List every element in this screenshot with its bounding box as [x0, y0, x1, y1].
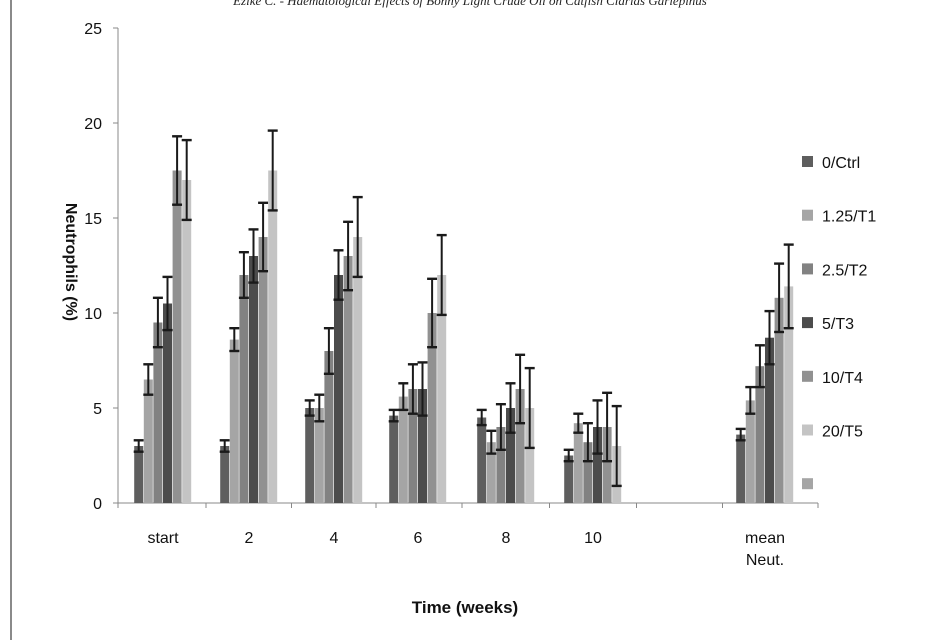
bar: [506, 408, 515, 503]
bar: [736, 434, 746, 503]
legend-swatch: [802, 209, 813, 221]
bar: [477, 417, 487, 503]
legend-swatch: [802, 370, 813, 382]
legend-swatch: [802, 156, 813, 167]
legend-label: 2.5/T2: [822, 262, 867, 279]
y-tick-label: 15: [84, 211, 102, 228]
bar: [525, 408, 535, 503]
bars: [133, 129, 794, 503]
bar: [134, 446, 144, 503]
bar: [153, 322, 163, 503]
bar: [784, 286, 794, 503]
bar: [496, 427, 506, 503]
bar: [143, 379, 153, 503]
x-tick-label: Neut.: [746, 552, 784, 569]
bar: [583, 442, 593, 503]
bar: [182, 180, 192, 503]
legend-swatch: [802, 263, 813, 275]
bar: [564, 455, 574, 503]
legend-label: 1.25/T1: [822, 209, 876, 226]
bar: [258, 237, 268, 503]
bar: [163, 303, 172, 503]
x-tick-label: 2: [245, 530, 254, 547]
bar: [774, 297, 784, 503]
legend-label: 0/Ctrl: [822, 155, 860, 172]
bar: [427, 313, 437, 503]
bar: [515, 389, 525, 503]
bar: [229, 339, 239, 503]
bar: [172, 170, 182, 503]
x-tick-label: 4: [330, 530, 339, 547]
x-tick-label: 8: [502, 530, 511, 547]
y-axis-label-text: Neutrophils (%): [62, 203, 79, 321]
bar: [343, 256, 353, 503]
legend-label: 20/T5: [822, 424, 863, 441]
bar: [398, 396, 408, 503]
y-tick-label: 25: [84, 21, 102, 38]
x-tick-label: 6: [414, 530, 423, 547]
y-axis-label: Neutrophils (%): [62, 203, 79, 321]
bar: [268, 170, 278, 503]
bar: [220, 446, 230, 503]
bar: [593, 427, 602, 503]
journal-header: Ezike C. - Haematological Effects of Bon…: [233, 0, 707, 8]
bar: [765, 337, 774, 503]
bar: [249, 256, 258, 503]
bar: [389, 415, 399, 503]
bar: [486, 442, 496, 503]
bar: [745, 400, 755, 503]
legend-swatch: [802, 478, 813, 490]
bar: [602, 427, 612, 503]
bar: [353, 237, 363, 503]
x-tick-label: start: [147, 530, 179, 547]
bar: [314, 408, 324, 503]
legend: 0/Ctrl 1.25/T1 2.5/T2 5/T3 10/T4 20/T5: [802, 155, 876, 490]
bar: [324, 351, 334, 503]
y-tick-label: 5: [93, 401, 102, 418]
bar: [408, 389, 418, 503]
x-tick-labels: start 2 4 6 8 10 mean Neut.: [147, 530, 785, 569]
y-tick-label: 10: [84, 306, 102, 323]
x-axis-label: Time (weeks): [412, 598, 518, 617]
legend-swatch: [802, 317, 813, 329]
page-margin-rule: [10, 0, 12, 640]
legend-label: 5/T3: [822, 316, 854, 333]
y-tick-label: 0: [93, 496, 102, 513]
bar: [573, 423, 583, 503]
bar: [437, 275, 447, 503]
y-axis: 0 5 10 15 20 25: [84, 21, 819, 513]
bar: [305, 408, 315, 503]
x-tick-label: mean: [745, 530, 785, 547]
legend-swatch: [802, 424, 813, 436]
legend-label: 10/T4: [822, 370, 863, 387]
bar: [755, 366, 765, 503]
y-tick-label: 20: [84, 116, 102, 133]
bar: [418, 389, 427, 503]
bar: [239, 275, 249, 503]
bar: [334, 275, 343, 503]
x-tick-label: 10: [584, 530, 602, 547]
